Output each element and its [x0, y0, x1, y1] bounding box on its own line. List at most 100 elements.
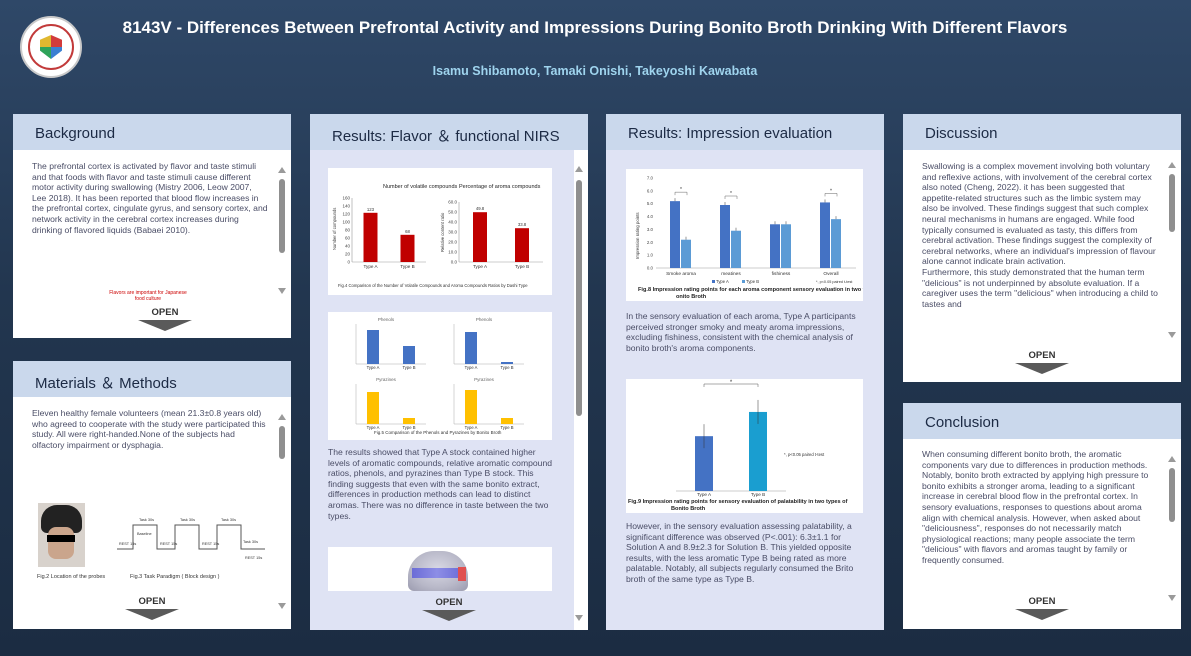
fig4-right-category-label: Type B: [515, 264, 529, 269]
fig8-legend-swatch-a: [712, 280, 715, 283]
phenols-compounds-title: Phenols: [378, 317, 395, 322]
impression-text-1: In the sensory evaluation of each aroma,…: [626, 311, 856, 353]
open-label: OPEN: [435, 597, 463, 608]
pyrazines-ratio-category-label: Type B: [500, 425, 513, 430]
fig8-significance-mark: *: [680, 187, 682, 193]
fig4-right-bar: [515, 228, 529, 262]
paradigm-label-task-1: Task 30s: [139, 518, 154, 522]
background-text: The prefrontal cortex is activated by fl…: [32, 161, 268, 235]
fig4-left-tick-label: 20: [345, 252, 351, 257]
fig8-aroma-chart: Impression rating points 7.0 6.0 5.0 4.0 3.0 2…: [626, 169, 890, 301]
fig8-tick-label: 2.0: [647, 240, 654, 245]
discussion-scrollbar[interactable]: [1168, 162, 1177, 338]
nirs-open-button[interactable]: OPEN: [414, 597, 484, 621]
open-arrow-icon: [1015, 363, 1069, 374]
fig9-svg: Type A Type B * *, p<0.05 paired t-test Fig.…: [628, 380, 848, 512]
impression-heading: Results: Impression evaluation: [606, 114, 884, 150]
fig8-tick-label: 0.0: [647, 266, 654, 271]
methods-open-button[interactable]: OPEN: [117, 596, 187, 620]
pyrazines-ratio-bar: [501, 418, 513, 424]
fig5-phenols-pyrazines-chart: Phenols Type A Type B Phenols Type A Type B Py…: [328, 312, 552, 440]
fig4-right-tick-label: 60.0: [448, 200, 457, 205]
scroll-thumb[interactable]: [279, 426, 285, 459]
scroll-thumb[interactable]: [1169, 174, 1175, 232]
fig4-left-category-label: Type A: [363, 264, 378, 269]
discussion-open-button[interactable]: OPEN: [1007, 350, 1077, 374]
phenols-ratio-bar: [465, 332, 477, 364]
fig8-tick-label: 7.0: [647, 176, 654, 181]
pyrazines-ratio-bar: [465, 390, 477, 424]
university-logo: [20, 16, 82, 78]
fig4-right-bar: [473, 212, 487, 262]
poster-authors: Isamu Shibamoto, Tamaki Onishi, Takeyosh…: [432, 64, 758, 78]
fig4-left-bar: [400, 234, 415, 262]
nirs-panel: Results: Flavor ＆ functional NIRS Number…: [310, 114, 588, 630]
paradigm-label-task-3: Task 30s: [221, 518, 236, 522]
conclusion-open-button[interactable]: OPEN: [1007, 596, 1077, 620]
fig9-significance-bracket: [703, 383, 759, 387]
fig8-bar: [731, 230, 741, 268]
background-panel: Background The prefrontal cortex is acti…: [13, 114, 291, 338]
scroll-up-icon[interactable]: [575, 166, 583, 172]
fig8-legend-a: Type A: [716, 279, 729, 284]
paradigm-label-rest-4: REST 15s: [245, 556, 262, 560]
logo-ring: [28, 24, 74, 70]
scroll-up-icon[interactable]: [1168, 162, 1176, 168]
fig4-right-value-label: 33.8: [518, 222, 527, 227]
scroll-up-icon[interactable]: [278, 414, 286, 420]
fig4-left-tick-label: 140: [342, 204, 350, 209]
fig8-bar: [681, 239, 691, 268]
pyrazines-compounds-category-label: Type B: [402, 425, 415, 430]
scroll-thumb[interactable]: [576, 180, 582, 416]
pyrazines-compounds-bar: [367, 392, 379, 424]
scroll-down-icon[interactable]: [1168, 595, 1176, 601]
phenols-compounds-bar: [367, 330, 379, 364]
fig8-bar: [781, 224, 791, 268]
fig4-left-bar: [363, 212, 378, 262]
open-arrow-icon: [125, 609, 179, 620]
fig4-right-tick-label: 10.0: [448, 250, 457, 255]
fig4-svg: Number of volatile compounds Percentage o…: [332, 184, 543, 269]
open-label: OPEN: [138, 596, 166, 607]
fig8-tick-label: 1.0: [647, 253, 654, 258]
scroll-up-icon[interactable]: [1168, 456, 1176, 462]
fig4-left-tick-label: 80: [345, 228, 351, 233]
fig4-left-tick-label: 0: [347, 260, 350, 265]
fig9-palatability-chart: Type A Type B * *, p<0.05 paired t-test Fig.…: [626, 379, 863, 513]
fig4-right-tick-label: 0.0: [451, 260, 458, 265]
pyrazines-compounds-title: Pyrazines: [376, 377, 397, 382]
background-scrollbar[interactable]: [278, 167, 287, 294]
fig9-caption-line1: Fig.9 Impression rating points for senso…: [628, 499, 848, 505]
impression-text-2: However, in the sensory evaluation asses…: [626, 521, 854, 584]
open-label: OPEN: [1028, 596, 1056, 607]
discussion-panel: Discussion Swallowing is a complex movem…: [903, 114, 1181, 382]
scroll-up-icon[interactable]: [278, 167, 286, 173]
scroll-thumb[interactable]: [1169, 468, 1175, 522]
discussion-heading: Discussion: [903, 114, 1181, 150]
fig8-caption-line2: onito Broth: [676, 294, 707, 300]
fig8-tick-label: 3.0: [647, 227, 654, 232]
fig4-left-value-label: 68: [405, 229, 410, 234]
scroll-down-icon[interactable]: [278, 603, 286, 609]
nirs-scrollbar[interactable]: [575, 166, 584, 621]
scroll-thumb[interactable]: [279, 179, 285, 253]
methods-scrollbar[interactable]: [278, 414, 287, 609]
scroll-down-icon[interactable]: [1168, 332, 1176, 338]
background-open-button[interactable]: OPEN: [130, 307, 200, 331]
scroll-down-icon[interactable]: [575, 615, 583, 621]
fig9-bar: [749, 411, 767, 491]
phenols-ratio-category-label: Type B: [500, 365, 513, 370]
fig4-left-ylabel: Number of compounds: [332, 208, 337, 250]
conclusion-scrollbar[interactable]: [1168, 456, 1177, 601]
paradigm-label-rest-2: REST 15s: [160, 542, 177, 546]
probe-photo: [38, 503, 85, 567]
scroll-down-icon[interactable]: [278, 288, 286, 294]
paradigm-label-task-4: Task 30s: [243, 540, 258, 544]
background-red-note: Flavors are important for Japanese food …: [109, 290, 187, 302]
fig9-category-label: Type A: [697, 492, 712, 497]
fig8-svg: Impression rating points 7.0 6.0 5.0 4.0 3.0 2…: [635, 176, 890, 301]
fig8-bar: [820, 202, 830, 268]
fig4-left-tick-label: 120: [342, 212, 350, 217]
methods-panel: Materials ＆ Methods Eleven healthy femal…: [13, 361, 291, 629]
impression-panel: Results: Impression evaluation Impressio…: [606, 114, 890, 630]
